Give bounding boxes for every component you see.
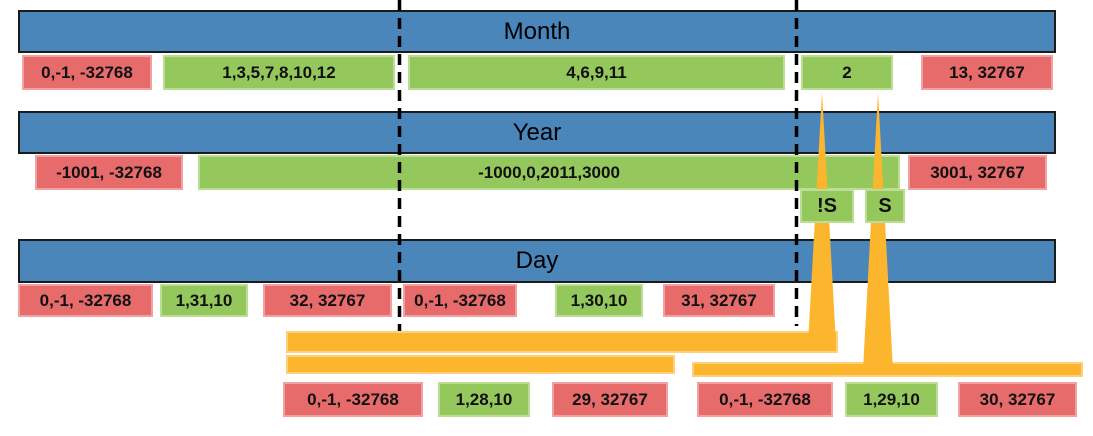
feb29-partition-invalid-high: 30, 32767 (958, 382, 1077, 417)
feb28-partition-valid: 1,28,10 (438, 382, 530, 417)
day31-partition-invalid-high: 32, 32767 (263, 284, 392, 317)
day30-partition-valid: 1,30,10 (555, 284, 643, 317)
year-partition-invalid-low: -1001, -32768 (35, 155, 183, 190)
month-partition-30day-months: 4,6,9,11 (408, 55, 785, 90)
year-bar: Year (18, 111, 1056, 154)
day-bar: Day (18, 239, 1056, 283)
day30-partition-invalid-low: 0,-1, -32768 (403, 284, 517, 317)
month-partition-31day-months: 1,3,5,7,8,10,12 (163, 55, 395, 90)
month-bar: Month (18, 10, 1056, 53)
day30-partition-invalid-high: 31, 32767 (663, 284, 775, 317)
non-leap-feb-range-strip (286, 355, 675, 374)
feb29-partition-invalid-low: 0,-1, -32768 (697, 382, 833, 417)
day31-partition-invalid-low: 0,-1, -32768 (18, 284, 153, 317)
month-partition-invalid-low: 0,-1, -32768 (22, 55, 152, 90)
leap-feb-range-strip (692, 362, 1083, 377)
month-partition-invalid-high: 13, 32767 (921, 55, 1053, 90)
feb29-partition-valid: 1,29,10 (845, 382, 938, 417)
non-leap-feb-connector-strip (286, 331, 838, 353)
year-partition-valid: -1000,0,2011,3000 (198, 155, 900, 190)
month-partition-february: 2 (801, 55, 893, 90)
leap-year-flag: S (865, 189, 905, 223)
feb28-partition-invalid-high: 29, 32767 (552, 382, 668, 417)
year-partition-invalid-high: 3001, 32767 (908, 155, 1047, 190)
feb28-partition-invalid-low: 0,-1, -32768 (283, 382, 423, 417)
non-leap-year-flag: !S (800, 189, 854, 223)
day31-partition-valid: 1,31,10 (160, 284, 248, 317)
